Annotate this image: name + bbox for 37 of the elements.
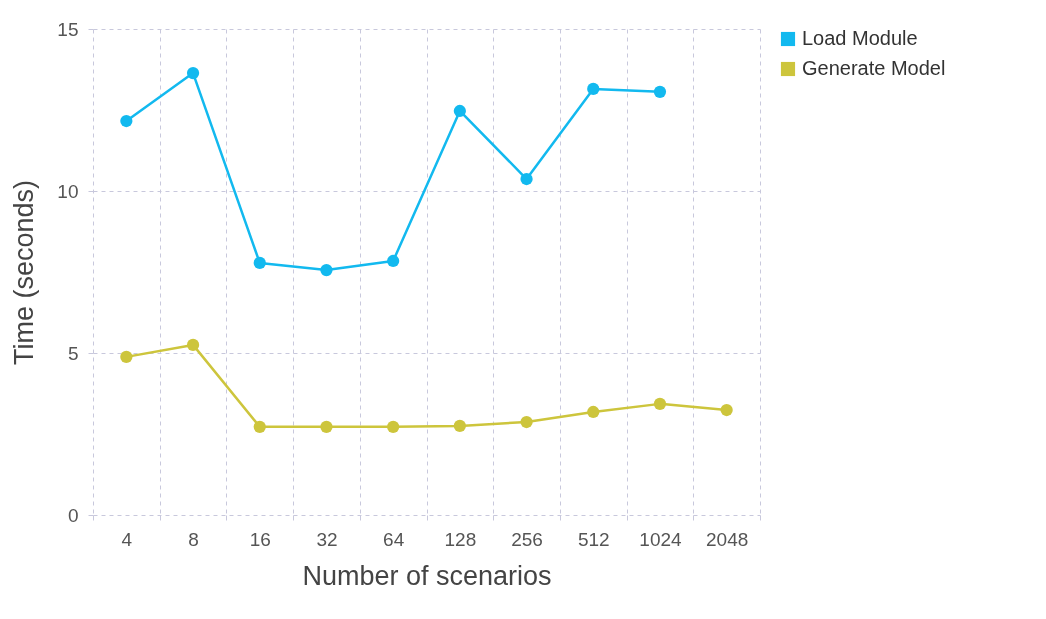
point	[453, 419, 466, 433]
point	[520, 415, 533, 429]
y-axis-title: Time (seconds)	[9, 179, 40, 366]
point	[520, 172, 533, 186]
point	[253, 420, 266, 433]
point	[720, 403, 733, 417]
x-tick-label: 8	[188, 528, 199, 550]
y-tick-label: 15	[57, 18, 79, 40]
point	[587, 405, 600, 419]
x-tick-label: 1024	[639, 528, 683, 550]
y-tick-label: 5	[67, 342, 79, 364]
x-tick-label: 256	[511, 528, 543, 550]
point	[453, 104, 466, 118]
point	[186, 66, 200, 80]
point	[587, 82, 600, 96]
x-axis-title: Number of scenarios	[302, 560, 552, 591]
x-tick-label: 4	[121, 528, 133, 550]
point	[387, 254, 400, 268]
legend-label: Load Module	[802, 27, 918, 49]
point	[120, 114, 133, 128]
x-tick-label: 64	[383, 528, 405, 550]
x-tick-label: 128	[444, 528, 477, 550]
point	[387, 420, 400, 433]
x-tick-label: 512	[577, 528, 610, 550]
legend-label: Generate Model	[802, 57, 946, 79]
x-tick-label: 16	[249, 528, 271, 550]
x-tick-label: 2048	[706, 528, 749, 550]
point	[186, 338, 200, 352]
y-tick-label: 10	[57, 180, 79, 202]
point	[320, 263, 333, 277]
point	[653, 397, 667, 410]
y-tick-label: 0	[67, 504, 79, 526]
point	[253, 256, 266, 270]
point	[320, 420, 333, 433]
point	[653, 85, 667, 98]
point	[120, 350, 133, 363]
x-tick-label: 32	[316, 528, 338, 550]
